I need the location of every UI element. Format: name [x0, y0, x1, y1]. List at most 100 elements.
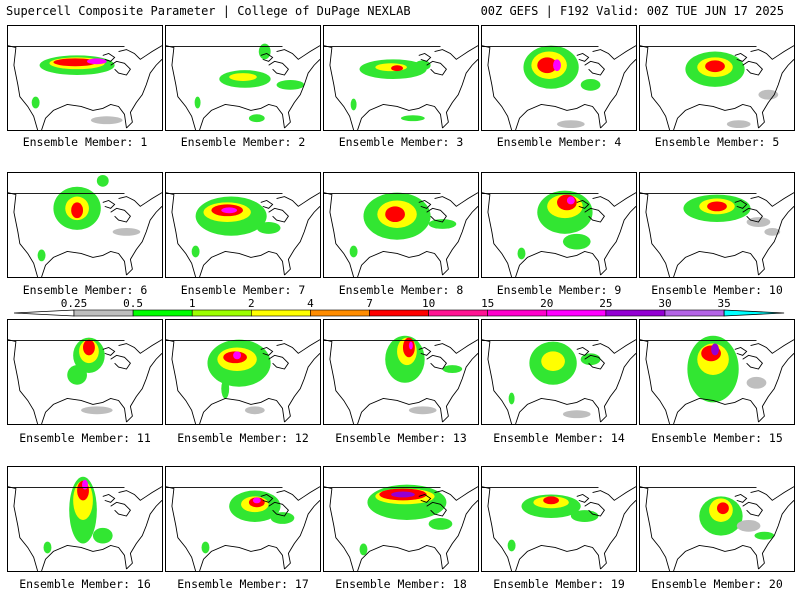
coastline [276, 192, 320, 207]
scp-contour-red [705, 60, 725, 73]
coastline [8, 45, 39, 130]
coastline [576, 493, 590, 503]
legend-tick-label: 7 [366, 298, 373, 310]
coastline [600, 500, 636, 570]
scp-contour-purple [391, 491, 415, 498]
scp-contour-magenta [252, 497, 261, 504]
legend-tick-label: 30 [658, 298, 671, 310]
scp-contour-red [707, 201, 727, 212]
coastline [276, 45, 320, 60]
coastline [482, 486, 513, 571]
ensemble-map [482, 190, 636, 277]
legend-tick-label: 20 [540, 298, 553, 310]
legend-swatch [487, 309, 548, 317]
scp-contour-gray [244, 406, 265, 415]
coastline [102, 52, 116, 62]
legend-swatch [546, 309, 607, 317]
ensemble-member-label: Ensemble Member: 11 [19, 431, 151, 445]
coastline [357, 545, 443, 571]
coastline [199, 251, 285, 277]
legend-tick-label: 10 [422, 298, 435, 310]
ensemble-member-label: Ensemble Member: 4 [496, 135, 622, 149]
coastline [357, 251, 443, 277]
coastline [118, 45, 162, 60]
ensemble-map [324, 335, 478, 424]
coastline [750, 45, 794, 60]
ensemble-panel-20 [639, 466, 795, 572]
ensemble-panel-17 [165, 466, 321, 572]
ensemble-panel-14 [481, 319, 637, 425]
scp-contour-green [428, 219, 457, 229]
coastline [110, 207, 131, 223]
coastline [584, 60, 605, 76]
scp-contour-green [570, 510, 599, 522]
coastline [515, 545, 601, 571]
coastline [592, 45, 636, 60]
scp-contour-red [543, 496, 559, 505]
scp-contour-yellow [229, 73, 257, 81]
scp-contour-green [276, 79, 305, 90]
scp-contour-green [256, 222, 281, 234]
scp-contour-magenta [86, 58, 107, 65]
ensemble-member-label: Ensemble Member: 18 [335, 577, 467, 591]
ensemble-map [482, 486, 636, 571]
coastline [126, 500, 162, 570]
coastline [515, 398, 601, 424]
ensemble-member-label: Ensemble Member: 13 [335, 431, 467, 445]
legend-tick-label: 35 [717, 298, 730, 310]
coastline [126, 59, 162, 129]
coastline [110, 354, 131, 370]
scp-contour-yellow [541, 351, 565, 372]
coastline [434, 339, 478, 354]
ensemble-map [482, 339, 636, 424]
scp-contour-magenta [221, 207, 238, 214]
ensemble-map [324, 484, 478, 571]
ensemble-panel-19 [481, 466, 637, 572]
legend-swatch [310, 309, 370, 317]
coastline [434, 192, 478, 207]
coastline [576, 346, 590, 356]
coastline [284, 206, 320, 276]
scp-contour-green [428, 518, 453, 530]
ensemble-panel-3 [323, 25, 479, 131]
ensemble-member-label: Ensemble Member: 20 [651, 577, 783, 591]
coastline [284, 500, 320, 570]
ensemble-member-label: Ensemble Member: 15 [651, 431, 783, 445]
scp-contour-green [92, 527, 113, 544]
coastline [442, 59, 478, 129]
legend-swatch [132, 309, 193, 317]
scp-contour-green [517, 247, 526, 260]
ensemble-panel-7 [165, 172, 321, 278]
coastline [118, 192, 162, 207]
coastline [8, 339, 39, 424]
coastline [166, 192, 197, 277]
coastline [742, 207, 763, 223]
ensemble-member-label: Ensemble Member: 9 [496, 283, 622, 297]
coastline [576, 199, 590, 209]
scp-contour-green [562, 233, 591, 250]
coastline [284, 59, 320, 129]
coastline [41, 545, 127, 571]
coastline [260, 493, 274, 503]
scp-contour-red [71, 202, 84, 219]
coastline [434, 45, 478, 60]
coastline [442, 206, 478, 276]
ensemble-map [8, 174, 162, 277]
coastline [434, 486, 478, 501]
coastline [357, 104, 443, 130]
legend-tick-label: 0.5 [123, 298, 143, 310]
coastline [734, 199, 748, 209]
coastline [515, 104, 601, 130]
ensemble-panel-9 [481, 172, 637, 278]
coastline [126, 206, 162, 276]
coastline [199, 104, 285, 130]
scp-contour-green [580, 78, 601, 91]
header-title: Supercell Composite Parameter | College … [6, 4, 411, 18]
ensemble-panel-13 [323, 319, 479, 425]
coastline [758, 206, 794, 276]
coastline [8, 192, 39, 277]
legend-tick-label: 0.25 [61, 298, 88, 310]
coastline [426, 354, 447, 370]
coastline [260, 52, 274, 62]
coastline [640, 486, 671, 571]
